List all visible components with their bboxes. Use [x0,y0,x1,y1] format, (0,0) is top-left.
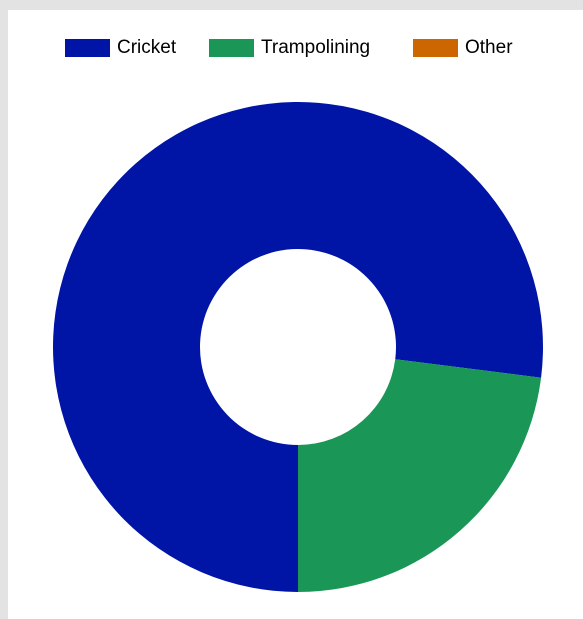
legend-item-cricket[interactable]: Cricket [65,37,176,59]
legend-swatch-other [413,39,458,57]
legend-item-trampolining[interactable]: Trampolining [209,37,370,59]
chart-panel: Cricket Trampolining Other [8,10,583,619]
legend-label-other: Other [465,37,513,58]
donut-chart [53,102,544,592]
legend-item-other[interactable]: Other [413,37,513,59]
slice-cricket[interactable] [53,102,544,592]
legend-swatch-trampolining [209,39,254,57]
legend-label-trampolining: Trampolining [261,37,371,58]
legend-label-cricket: Cricket [117,37,177,58]
slice-trampolining[interactable] [298,359,542,592]
legend-swatch-cricket [65,39,110,57]
